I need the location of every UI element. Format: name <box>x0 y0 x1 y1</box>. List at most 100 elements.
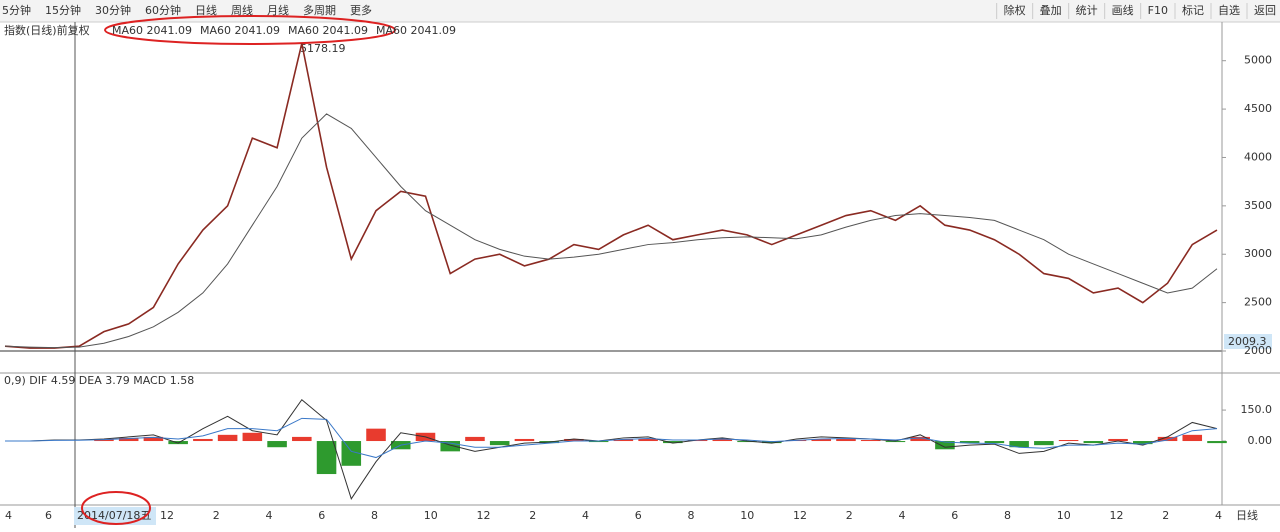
macd-bar <box>341 441 362 466</box>
period-button[interactable]: 月线 <box>267 3 289 17</box>
macd-bar <box>1009 441 1029 448</box>
tool-button[interactable]: 标记 <box>1182 3 1204 17</box>
ma-label: MA60 2041.09 <box>200 24 280 37</box>
macd-bar <box>613 439 634 442</box>
tool-button[interactable]: 画线 <box>1112 3 1134 17</box>
macd-bar <box>712 438 733 442</box>
period-label: 日线 <box>1236 508 1258 522</box>
macd-bar <box>737 441 757 443</box>
y-tick-label: 2500 <box>1244 296 1272 309</box>
y-tick-label: 3500 <box>1244 199 1272 212</box>
tool-button[interactable]: 统计 <box>1076 4 1098 17</box>
ma-label: MA60 2041.09 <box>288 24 368 37</box>
macd-bar <box>316 441 337 475</box>
macd-title: 0,9) DIF 4.59 DEA 3.79 MACD 1.58 <box>4 374 194 387</box>
x-tick-label: 6 <box>318 509 325 522</box>
macd-bar <box>1034 441 1054 446</box>
x-tick-label: 10 <box>1057 509 1071 522</box>
macd-bar <box>984 441 1005 444</box>
tool-button[interactable]: F10 <box>1148 4 1168 17</box>
y-tick-label: 4500 <box>1244 102 1272 115</box>
x-tick-label: 2 <box>846 509 853 522</box>
highlight-circle <box>81 491 151 525</box>
x-tick-label: 12 <box>160 509 174 522</box>
macd-bar <box>489 441 510 446</box>
macd-bar <box>935 441 955 450</box>
y-tick-label: 5000 <box>1244 54 1272 67</box>
x-tick-label: 12 <box>1110 509 1124 522</box>
macd-bar <box>1207 441 1227 444</box>
tool-button[interactable]: 除权 <box>1004 3 1026 17</box>
macd-bar <box>118 437 139 442</box>
macd-bar <box>143 436 164 442</box>
macd-bar <box>564 438 584 442</box>
period-button[interactable]: 多周期 <box>303 3 336 17</box>
macd-bar <box>1083 441 1104 444</box>
macd-bar <box>1108 438 1128 442</box>
annotation: 5178.19 <box>300 42 346 55</box>
macd-bar <box>465 436 485 442</box>
x-tick-label: 8 <box>371 509 378 522</box>
macd-bar <box>836 438 856 442</box>
x-tick-label: 2 <box>529 509 536 522</box>
x-tick-label: 12 <box>793 509 807 522</box>
x-tick-label: 8 <box>688 509 695 522</box>
macd-bar <box>1133 441 1153 445</box>
macd-bar <box>193 438 213 442</box>
period-button[interactable]: 15分钟 <box>45 3 81 17</box>
x-tick-label: 2 <box>1162 509 1169 522</box>
price-label: 2009.3 <box>1228 335 1267 348</box>
macd-bar <box>860 440 881 442</box>
y-tick-label: 150.0 <box>1241 403 1273 416</box>
macd-bar <box>959 441 980 444</box>
period-button[interactable]: 5分钟 <box>2 3 31 17</box>
indicator-title: 指数(日线)前复权 <box>4 23 90 37</box>
x-tick-label: 6 <box>45 509 52 522</box>
tool-button[interactable]: 自选 <box>1218 4 1240 17</box>
macd-bar <box>1182 434 1203 442</box>
macd-bar <box>910 436 930 442</box>
toolbar-bg <box>0 0 1280 22</box>
tool-button[interactable]: 叠加 <box>1040 4 1062 17</box>
period-button[interactable]: 更多 <box>350 3 372 17</box>
period-button[interactable]: 周线 <box>231 3 253 17</box>
macd-bar <box>663 441 683 444</box>
macd-bar <box>1058 440 1079 442</box>
x-tick-label: 4 <box>1215 509 1222 522</box>
x-tick-label: 6 <box>951 509 958 522</box>
macd-line <box>5 399 1218 500</box>
ma-label: MA60 2041.09 <box>112 24 192 37</box>
x-tick-label: 4 <box>899 509 906 522</box>
x-tick-label: 4 <box>582 509 589 522</box>
period-button[interactable]: 日线 <box>195 3 217 17</box>
macd-bar <box>217 434 238 442</box>
x-tick-label: 8 <box>1004 509 1011 522</box>
macd-bar <box>440 441 461 452</box>
x-tick-label: 12 <box>477 509 491 522</box>
macd-bar <box>267 441 287 448</box>
macd-bar <box>638 438 658 442</box>
period-button[interactable]: 60分钟 <box>145 3 181 17</box>
macd-bar <box>366 428 386 442</box>
macd-bar <box>687 440 708 442</box>
y-tick-label: 3000 <box>1244 247 1272 260</box>
x-tick-label: 10 <box>424 509 438 522</box>
highlight-circle <box>104 15 396 45</box>
period-button[interactable]: 30分钟 <box>95 3 131 17</box>
x-tick-label: 4 <box>5 509 12 522</box>
macd-bar <box>811 438 832 442</box>
tool-button[interactable]: 返回 <box>1254 4 1276 17</box>
price-line <box>4 43 1218 349</box>
x-tick-label: 4 <box>266 509 273 522</box>
y-tick-label: 0.00 <box>1248 434 1273 447</box>
macd-bar <box>588 441 609 443</box>
macd-line <box>5 417 1218 459</box>
price-label-bg <box>1224 334 1272 349</box>
price-line <box>4 113 1218 349</box>
x-tick-label: 2 <box>213 509 220 522</box>
macd-bar <box>1157 436 1178 442</box>
macd-bar <box>292 436 312 442</box>
macd-bar <box>885 441 906 443</box>
x-tick-label: 10 <box>740 509 754 522</box>
